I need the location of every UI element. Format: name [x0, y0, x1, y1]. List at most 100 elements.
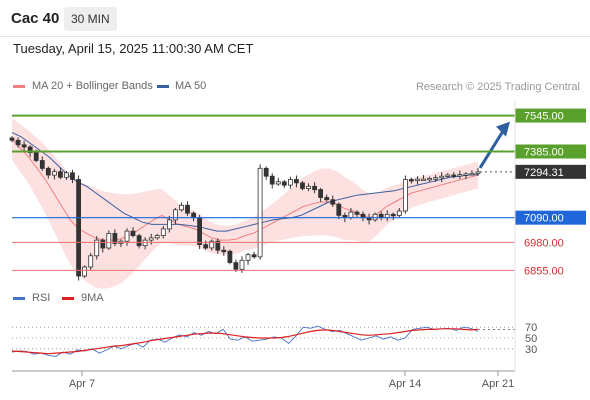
- header-divider: [0, 36, 590, 37]
- candle-body: [148, 237, 154, 241]
- forecast-arrow-shaft: [478, 128, 506, 169]
- candle-body: [300, 182, 305, 189]
- candle-body: [185, 204, 190, 214]
- support-level-label: 6855.00: [524, 265, 564, 277]
- bollinger-band: [12, 118, 478, 289]
- candle-body: [203, 244, 209, 249]
- x-tick-label: Apr 21: [482, 378, 514, 390]
- resistance-level-tag: [515, 144, 586, 159]
- candle-body: [154, 235, 160, 239]
- candle-body: [9, 137, 15, 141]
- candle-body: [27, 146, 33, 153]
- resistance-level-tag: [515, 108, 586, 123]
- candle-body: [52, 171, 57, 176]
- candle-body: [142, 239, 148, 247]
- candle-body: [427, 177, 433, 181]
- candle-body: [227, 250, 233, 263]
- ma20-legend-label: MA 20 + Bollinger Bands: [32, 80, 153, 92]
- candle-body: [94, 239, 100, 257]
- candle-body: [408, 179, 414, 182]
- candle-body: [15, 139, 21, 146]
- candle-body: [306, 185, 311, 189]
- candle-body: [179, 204, 184, 211]
- candle-body: [239, 259, 245, 270]
- candle-body: [402, 179, 408, 212]
- candle-body: [463, 173, 469, 176]
- candle-body: [209, 240, 215, 249]
- candle-body: [172, 209, 178, 221]
- candle-body: [136, 235, 142, 247]
- pivot-level-tag: [515, 210, 586, 225]
- ma50-legend-swatch: [157, 85, 169, 88]
- instrument-title: Cac 40: [11, 10, 60, 27]
- candle-body: [160, 228, 166, 236]
- candle-body: [287, 179, 293, 186]
- rsi-legend-swatch: [13, 297, 25, 300]
- candle-body: [336, 203, 342, 216]
- candle-body: [39, 160, 45, 169]
- support-level-label: 6980.00: [524, 237, 564, 249]
- candle-body: [415, 178, 420, 182]
- rsi-ma-line: [11, 328, 479, 355]
- candle-body: [445, 174, 451, 177]
- candle-body: [457, 174, 463, 177]
- rsi-tick-label: 50: [525, 333, 537, 345]
- candle-body: [354, 211, 360, 215]
- candle-body: [324, 197, 330, 201]
- candle-body: [421, 178, 426, 182]
- candle-body: [330, 199, 336, 205]
- timeframe-badge[interactable]: 30 MIN: [64, 7, 117, 31]
- candle-body: [396, 210, 402, 216]
- candle-body: [58, 171, 63, 178]
- resistance-level-label: 7385.00: [524, 146, 564, 158]
- candle-body: [233, 262, 239, 270]
- ma50-legend-label: MA 50: [175, 80, 207, 92]
- candle-body: [245, 254, 251, 261]
- candle-body: [439, 175, 445, 179]
- candle-body: [106, 232, 112, 249]
- forecast-arrow-head: [496, 121, 510, 137]
- rsi-tick-label: 70: [525, 322, 537, 334]
- candle-body: [21, 144, 27, 148]
- candle-body: [70, 172, 75, 180]
- candle-body: [257, 167, 263, 258]
- x-tick-label: Apr 14: [389, 378, 421, 390]
- candle-body: [112, 232, 118, 244]
- candle-body: [64, 172, 69, 178]
- candle-body: [197, 217, 203, 245]
- candle-body: [166, 219, 172, 230]
- timestamp: Tuesday, April 15, 2025 11:00:30 AM CET: [13, 41, 254, 56]
- candle-body: [312, 185, 318, 191]
- candle-body: [348, 211, 354, 219]
- candle-body: [275, 181, 281, 185]
- candle-body: [390, 213, 396, 217]
- provider-credit: Research © 2025 Trading Central: [415, 81, 580, 93]
- candle-body: [475, 171, 481, 174]
- candle-body: [76, 179, 81, 277]
- candle-body: [191, 212, 197, 219]
- candle-body: [251, 254, 257, 258]
- candle-body: [33, 152, 39, 161]
- candle-body: [130, 230, 136, 237]
- candle-body: [82, 266, 87, 277]
- ma50-line: [11, 131, 479, 232]
- ma20-line: [11, 138, 479, 241]
- candle-body: [269, 175, 275, 185]
- candle-body: [318, 189, 324, 198]
- candle-body: [221, 249, 227, 253]
- candle-body: [124, 230, 130, 242]
- candle-body: [45, 167, 51, 176]
- chart-header: Cac 40 30 MIN: [0, 0, 590, 38]
- candle-body: [263, 167, 269, 177]
- rsi-ma-legend-label: 9MA: [81, 292, 104, 304]
- candle-body: [293, 179, 299, 184]
- pivot-level-label: 7090.00: [524, 213, 564, 225]
- x-tick-label: Apr 7: [69, 378, 95, 390]
- ma20-legend-swatch: [13, 85, 25, 88]
- current-level-label: 7294.31: [524, 167, 564, 179]
- resistance-level-label: 7545.00: [524, 111, 564, 123]
- candle-body: [451, 174, 457, 177]
- candle-body: [281, 181, 287, 186]
- rsi-legend-label: RSI: [32, 292, 51, 304]
